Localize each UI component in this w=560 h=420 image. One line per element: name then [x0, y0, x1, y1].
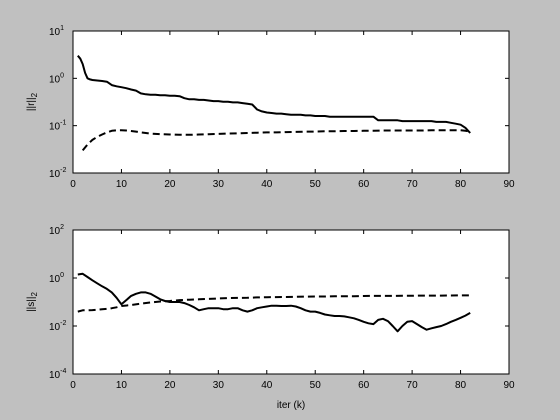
y-axis-label-subscript-top: 2 [30, 92, 39, 97]
axes-bottom: 0 10 20 30 40 50 60 70 80 90 10-4 10-2 100 102 ||s||2… [26, 224, 515, 411]
x-tick-label: 70 [407, 179, 419, 190]
tick-layer-bottom: 0 10 20 30 40 50 60 70 80 90 10-4 10-2 100 102 [49, 224, 515, 391]
plot-area-top [73, 31, 509, 173]
series-layer-top [77, 55, 471, 152]
axes-frame-bottom [72, 229, 510, 375]
x-tick-label: 90 [503, 179, 515, 190]
y-tick-label: 102 [49, 224, 64, 237]
x-tick-label: 40 [261, 380, 273, 391]
x-tick-label: 60 [358, 380, 370, 391]
x-tick-label: 30 [213, 380, 225, 391]
series-line-solid [77, 272, 471, 333]
series-line-dashed [77, 294, 471, 313]
x-tick-label: 60 [358, 179, 370, 190]
x-tick-label: 20 [164, 380, 176, 391]
y-axis-label-top: ||r||2 [26, 92, 39, 111]
y-tick-label: 10-2 [49, 167, 66, 180]
x-tick-label: 40 [261, 179, 273, 190]
axes-frame-top [72, 30, 510, 174]
x-tick-label: 70 [407, 380, 419, 391]
x-tick-label: 80 [455, 179, 467, 190]
x-axis-label-bottom: iter (k) [277, 400, 305, 411]
x-tick-label: 50 [310, 179, 322, 190]
y-tick-label: 10-1 [49, 120, 66, 133]
tick-layer-top: 0 10 20 30 40 50 60 70 80 90 10-2 10-1 100 101 [49, 25, 515, 190]
y-tick-label: 100 [49, 272, 64, 285]
y-axis-label-text-bottom: ||s|| [26, 297, 37, 312]
series-line-solid [77, 55, 471, 134]
x-tick-label: 50 [310, 380, 322, 391]
y-tick-label: 101 [49, 25, 64, 38]
y-tick-label: 10-2 [49, 320, 66, 333]
y-axis-label-subscript-bottom: 2 [30, 292, 39, 297]
series-layer-bottom [77, 272, 471, 333]
y-tick-label: 10-4 [49, 368, 66, 381]
y-axis-label-bottom: ||s||2 [26, 292, 39, 312]
axes-top: 0 10 20 30 40 50 60 70 80 90 10-2 10-1 100 101 ||r||2 [26, 25, 515, 190]
x-tick-label: 0 [70, 380, 76, 391]
x-tick-label: 20 [164, 179, 176, 190]
x-tick-label: 0 [70, 179, 76, 190]
x-tick-label: 10 [116, 380, 128, 391]
x-tick-label: 90 [503, 380, 515, 391]
x-tick-label: 30 [213, 179, 225, 190]
series-line-dashed [81, 129, 471, 152]
y-axis-label-text-top: ||r|| [26, 97, 37, 111]
x-tick-label: 80 [455, 380, 467, 391]
y-tick-label: 100 [49, 72, 64, 85]
plot-area-bottom [73, 230, 509, 374]
x-tick-label: 10 [116, 179, 128, 190]
